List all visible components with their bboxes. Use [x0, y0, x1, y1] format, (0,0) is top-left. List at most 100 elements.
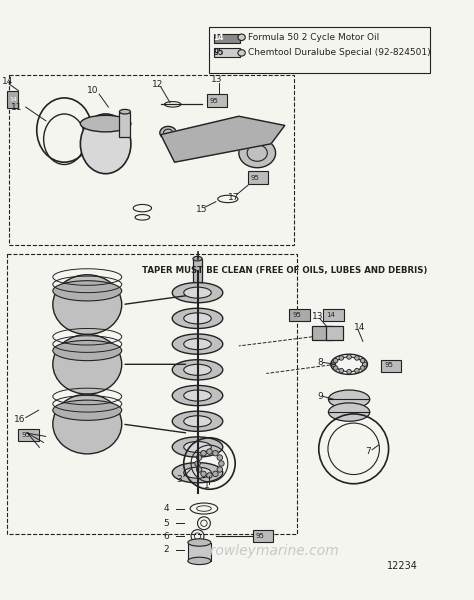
Ellipse shape	[53, 281, 122, 301]
Text: 13: 13	[211, 75, 223, 84]
Circle shape	[331, 362, 336, 367]
Text: 13: 13	[312, 312, 324, 321]
Ellipse shape	[184, 390, 211, 401]
Bar	[214, 34, 240, 43]
Bar	[119, 112, 130, 137]
Text: 12234: 12234	[387, 562, 418, 571]
Text: 1: 1	[204, 481, 210, 490]
Text: 14: 14	[2, 77, 13, 86]
Text: 6: 6	[164, 532, 169, 541]
Text: 14: 14	[9, 97, 17, 102]
Ellipse shape	[160, 127, 176, 139]
Circle shape	[217, 467, 223, 472]
Ellipse shape	[172, 437, 223, 457]
Text: Formula 50 2 Cycle Motor Oil: Formula 50 2 Cycle Motor Oil	[248, 33, 379, 42]
Text: 9: 9	[317, 392, 323, 401]
Ellipse shape	[193, 256, 202, 261]
Circle shape	[207, 449, 212, 454]
Ellipse shape	[53, 394, 122, 454]
Ellipse shape	[53, 275, 122, 334]
Circle shape	[196, 455, 202, 460]
Bar	[248, 172, 268, 184]
Text: 17: 17	[228, 193, 239, 202]
Bar	[210, 27, 430, 73]
Circle shape	[339, 368, 344, 373]
Bar	[381, 360, 401, 371]
Text: 95: 95	[251, 175, 260, 181]
Bar	[326, 326, 343, 340]
Text: 10: 10	[87, 86, 99, 95]
Text: TAPER MUST BE CLEAN (FREE OF OILS, LUBES AND DEBRIS): TAPER MUST BE CLEAN (FREE OF OILS, LUBES…	[142, 266, 428, 275]
Ellipse shape	[184, 467, 211, 478]
Text: Chemtool Duralube Special (92-824501): Chemtool Duralube Special (92-824501)	[248, 49, 431, 58]
Text: 14: 14	[354, 323, 365, 332]
Ellipse shape	[172, 385, 223, 406]
Ellipse shape	[172, 360, 223, 380]
Ellipse shape	[172, 463, 223, 483]
Text: 95: 95	[21, 432, 30, 438]
Circle shape	[347, 370, 351, 374]
Circle shape	[201, 451, 206, 456]
Circle shape	[355, 368, 359, 373]
Ellipse shape	[81, 114, 131, 173]
Text: 16: 16	[14, 415, 25, 424]
Ellipse shape	[188, 557, 211, 565]
Ellipse shape	[81, 115, 131, 132]
Ellipse shape	[188, 539, 211, 546]
Circle shape	[195, 461, 201, 466]
Ellipse shape	[328, 403, 370, 421]
Ellipse shape	[172, 334, 223, 354]
Text: 15: 15	[196, 205, 207, 214]
Bar	[8, 91, 18, 108]
Bar	[193, 259, 202, 281]
Circle shape	[213, 451, 218, 456]
Bar	[253, 530, 273, 542]
Text: 14: 14	[326, 311, 335, 317]
Text: 2: 2	[164, 545, 169, 554]
Ellipse shape	[53, 400, 122, 421]
Ellipse shape	[53, 334, 122, 394]
Ellipse shape	[239, 139, 275, 168]
Text: 95: 95	[210, 98, 219, 104]
Text: 3: 3	[176, 475, 182, 484]
Ellipse shape	[119, 109, 130, 114]
Text: 95: 95	[255, 533, 264, 539]
Circle shape	[339, 356, 344, 360]
Ellipse shape	[172, 283, 223, 303]
Circle shape	[363, 362, 367, 367]
Bar	[323, 309, 344, 321]
Bar	[312, 326, 333, 340]
Text: 11: 11	[11, 103, 23, 112]
Ellipse shape	[238, 34, 245, 40]
Text: 8: 8	[317, 358, 323, 367]
Polygon shape	[161, 116, 285, 162]
Circle shape	[201, 471, 206, 476]
Ellipse shape	[328, 390, 370, 409]
Circle shape	[360, 358, 365, 363]
Bar	[207, 94, 227, 107]
Circle shape	[196, 467, 202, 472]
Bar	[18, 428, 38, 442]
Circle shape	[217, 455, 223, 460]
Text: 4: 4	[164, 504, 169, 513]
Bar	[214, 48, 240, 58]
Ellipse shape	[184, 442, 211, 452]
Circle shape	[219, 461, 224, 466]
Circle shape	[360, 365, 365, 370]
Text: 5: 5	[164, 519, 169, 528]
Text: crowleymarine.com: crowleymarine.com	[202, 544, 339, 558]
Ellipse shape	[172, 411, 223, 431]
Circle shape	[213, 471, 218, 476]
Ellipse shape	[184, 338, 211, 350]
Ellipse shape	[172, 308, 223, 328]
Ellipse shape	[238, 50, 245, 56]
Text: 7: 7	[365, 447, 371, 456]
Text: 95: 95	[292, 311, 301, 317]
Ellipse shape	[184, 287, 211, 298]
Ellipse shape	[184, 313, 211, 324]
Ellipse shape	[53, 340, 122, 361]
Text: 95: 95	[384, 362, 393, 368]
Circle shape	[333, 358, 338, 363]
Circle shape	[333, 365, 338, 370]
Text: 12: 12	[152, 80, 163, 89]
